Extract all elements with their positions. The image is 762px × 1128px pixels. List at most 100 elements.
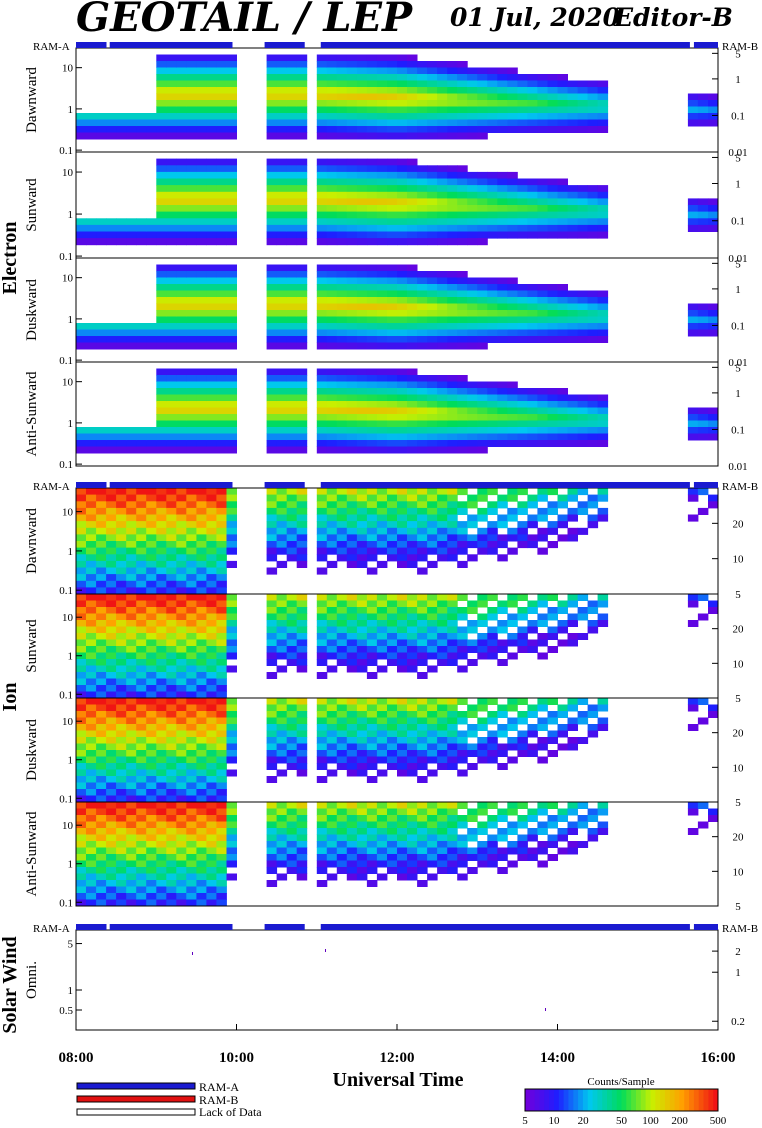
heatmap-cell bbox=[387, 501, 398, 509]
heatmap-cell bbox=[286, 867, 298, 874]
heatmap-cell bbox=[346, 494, 358, 502]
heatmap-cell bbox=[577, 594, 589, 601]
heatmap-cell bbox=[326, 488, 338, 496]
heatmap-cell bbox=[166, 665, 177, 673]
heatmap-cell bbox=[176, 547, 187, 555]
heatmap-cell bbox=[216, 401, 227, 408]
heatmap-cell bbox=[206, 158, 217, 166]
heatmap-cell bbox=[276, 407, 288, 415]
heatmap-cell bbox=[467, 178, 478, 186]
heatmap-cell bbox=[547, 607, 558, 614]
heatmap-cell bbox=[286, 514, 298, 522]
heatmap-cell bbox=[517, 730, 528, 738]
heatmap-cell bbox=[86, 567, 97, 575]
heatmap-cell bbox=[587, 724, 599, 731]
heatmap-cell bbox=[517, 126, 528, 133]
heatmap-cell bbox=[346, 329, 358, 337]
heatmap-cell bbox=[427, 527, 438, 535]
heatmap-cell bbox=[316, 218, 328, 226]
heatmap-cell bbox=[487, 401, 498, 408]
heatmap-cell bbox=[577, 316, 589, 324]
heatmap-cell bbox=[226, 158, 237, 166]
heatmap-cell bbox=[597, 205, 609, 213]
heatmap-cell bbox=[316, 93, 328, 101]
mode-segment-ram-a bbox=[264, 42, 305, 48]
heatmap-cell bbox=[186, 672, 197, 679]
heatmap-cell bbox=[467, 750, 478, 757]
heatmap-cell bbox=[156, 80, 167, 88]
heatmap-cell bbox=[387, 633, 398, 640]
heatmap-cell bbox=[126, 501, 137, 509]
heatmap-cell bbox=[427, 205, 438, 213]
heatmap-cell bbox=[106, 323, 117, 330]
heatmap-cell bbox=[587, 205, 599, 213]
heatmap-cell bbox=[437, 375, 448, 382]
heatmap-cell bbox=[447, 808, 458, 816]
heatmap-cell bbox=[567, 329, 578, 337]
heatmap-cell bbox=[216, 494, 227, 502]
heatmap-cell bbox=[266, 672, 278, 679]
heatmap-cell bbox=[356, 113, 368, 120]
heatmap-cell bbox=[146, 433, 157, 441]
heatmap-cell bbox=[507, 420, 518, 428]
heatmap-cell bbox=[547, 218, 558, 226]
heatmap-cell bbox=[547, 297, 558, 304]
heatmap-cell bbox=[487, 178, 498, 186]
heatmap-cell bbox=[266, 704, 278, 712]
heatmap-cell bbox=[417, 316, 428, 324]
heatmap-cell bbox=[106, 534, 117, 542]
heatmap-cell bbox=[457, 420, 468, 428]
heatmap-cell bbox=[286, 717, 298, 725]
heatmap-cell bbox=[356, 808, 368, 816]
heatmap-cell bbox=[186, 880, 197, 887]
heatmap-cell bbox=[507, 594, 518, 601]
heatmap-cell bbox=[86, 427, 97, 434]
heatmap-cell bbox=[266, 80, 278, 88]
heatmap-cell bbox=[76, 886, 87, 894]
heatmap-cell bbox=[447, 600, 458, 608]
heatmap-cell bbox=[216, 67, 227, 75]
heatmap-cell bbox=[407, 316, 418, 324]
heatmap-cell bbox=[366, 646, 378, 653]
heatmap-cell bbox=[96, 899, 107, 907]
heatmap-cell bbox=[366, 841, 378, 848]
heatmap-cell bbox=[296, 828, 308, 835]
heatmap-cell bbox=[186, 323, 197, 330]
heatmap-cell bbox=[527, 388, 538, 395]
heatmap-cell bbox=[296, 67, 308, 75]
heatmap-cell bbox=[417, 87, 428, 94]
heatmap-cell bbox=[336, 554, 348, 562]
heatmap-cell bbox=[116, 678, 127, 686]
heatmap-cell bbox=[346, 639, 358, 647]
heatmap-cell bbox=[166, 284, 177, 291]
heatmap-cell bbox=[326, 54, 338, 62]
heatmap-cell bbox=[216, 440, 227, 447]
heatmap-cell bbox=[196, 574, 207, 582]
heatmap-cell bbox=[126, 750, 137, 757]
heatmap-cell bbox=[487, 841, 498, 848]
heatmap-cell bbox=[226, 342, 237, 350]
heatmap-cell bbox=[427, 560, 438, 568]
heatmap-cell bbox=[447, 828, 458, 835]
heatmap-cell bbox=[417, 724, 428, 731]
heatmap-cell bbox=[226, 67, 237, 75]
heatmap-cell bbox=[166, 178, 177, 186]
heatmap-cell bbox=[376, 541, 388, 549]
heatmap-cell bbox=[567, 620, 578, 627]
heatmap-cell bbox=[407, 867, 418, 874]
heatmap-cell bbox=[86, 639, 97, 647]
heatmap-cell bbox=[186, 342, 197, 350]
heatmap-cell bbox=[547, 633, 558, 640]
heatmap-cell bbox=[497, 297, 508, 304]
heatmap-cell bbox=[517, 594, 528, 601]
colorbar-cell bbox=[534, 1089, 540, 1111]
heatmap-cell bbox=[597, 724, 609, 731]
heatmap-cell bbox=[457, 446, 468, 454]
heatmap-cell bbox=[336, 171, 348, 179]
heatmap-cell bbox=[417, 594, 428, 601]
heatmap-cell bbox=[96, 329, 107, 337]
heatmap-cell bbox=[397, 821, 408, 829]
heatmap-cell bbox=[407, 126, 418, 133]
heatmap-cell bbox=[356, 446, 368, 454]
